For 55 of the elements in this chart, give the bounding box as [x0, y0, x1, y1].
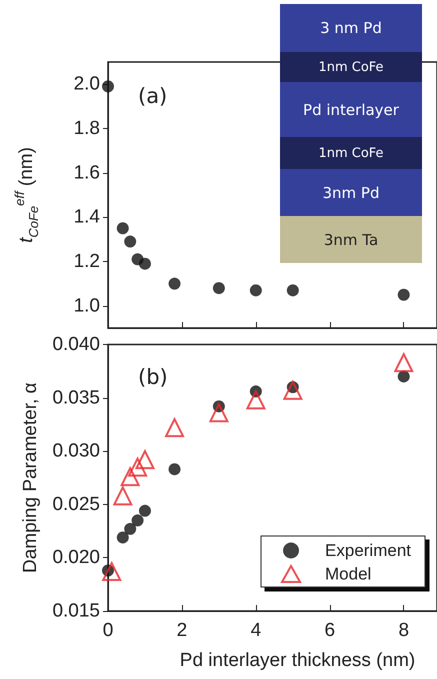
point: [102, 562, 122, 582]
point: [116, 222, 129, 234]
annotation: 3nm Pd: [280, 169, 422, 216]
point: [124, 522, 136, 535]
annotation: (b): [138, 365, 168, 389]
point: [168, 463, 181, 476]
y-tick-label: 1.4: [74, 206, 100, 228]
x-tick-label: 6: [324, 620, 336, 641]
y-tick-label: 1.2: [74, 251, 100, 272]
point: [209, 403, 228, 422]
x-tick-label: 0: [102, 620, 114, 641]
x-axis-title: Pd interlayer thickness (nm): [180, 650, 416, 671]
y-tick-label: 0.030: [52, 440, 100, 462]
legend-label: Model: [325, 564, 372, 584]
annotation: (a): [138, 84, 168, 108]
point: [212, 282, 225, 294]
x-tick-label: 2: [176, 620, 188, 641]
y-tick-label: 0.025: [52, 494, 100, 515]
point: [138, 258, 151, 270]
point: [165, 418, 184, 438]
point: [246, 390, 266, 410]
annotation: Pd interlayer: [280, 82, 422, 137]
x-tick-label: 8: [398, 620, 410, 641]
point: [250, 284, 262, 296]
y-tick-label: 0.020: [52, 547, 100, 568]
y-axis-title: tCoFeeff (nm): [12, 147, 41, 243]
legend-label: Experiment: [325, 541, 412, 560]
y-axis-title: Damping Parameter, α: [20, 382, 41, 574]
y-tick-label: 1.0: [74, 295, 100, 316]
point: [128, 458, 148, 477]
y-tick-label: 2.0: [74, 74, 100, 95]
point: [113, 486, 132, 506]
annotation: 3nm Ta: [280, 216, 422, 263]
point: [138, 504, 151, 517]
point: [283, 380, 302, 400]
annotation: 1nm CoFe: [280, 137, 422, 169]
point: [394, 353, 414, 372]
point: [102, 80, 114, 92]
y-tick-label: 1.6: [74, 162, 100, 184]
point: [398, 370, 410, 382]
point: [168, 278, 181, 290]
point: [132, 514, 144, 526]
point: [398, 288, 410, 301]
x-tick-label: 4: [250, 620, 262, 641]
point: [135, 450, 154, 470]
point: [286, 284, 299, 296]
y-tick-label: 0.015: [52, 600, 100, 622]
y-tick-label: 0.040: [52, 334, 100, 355]
text: 3 nm Pd: [320, 19, 382, 37]
point: [116, 531, 129, 544]
point: [124, 236, 136, 248]
point: [120, 467, 140, 486]
y-tick-label: 1.8: [74, 118, 100, 139]
y-tick-label: 0.035: [52, 387, 100, 408]
annotation: 1nm CoFe: [280, 52, 422, 82]
